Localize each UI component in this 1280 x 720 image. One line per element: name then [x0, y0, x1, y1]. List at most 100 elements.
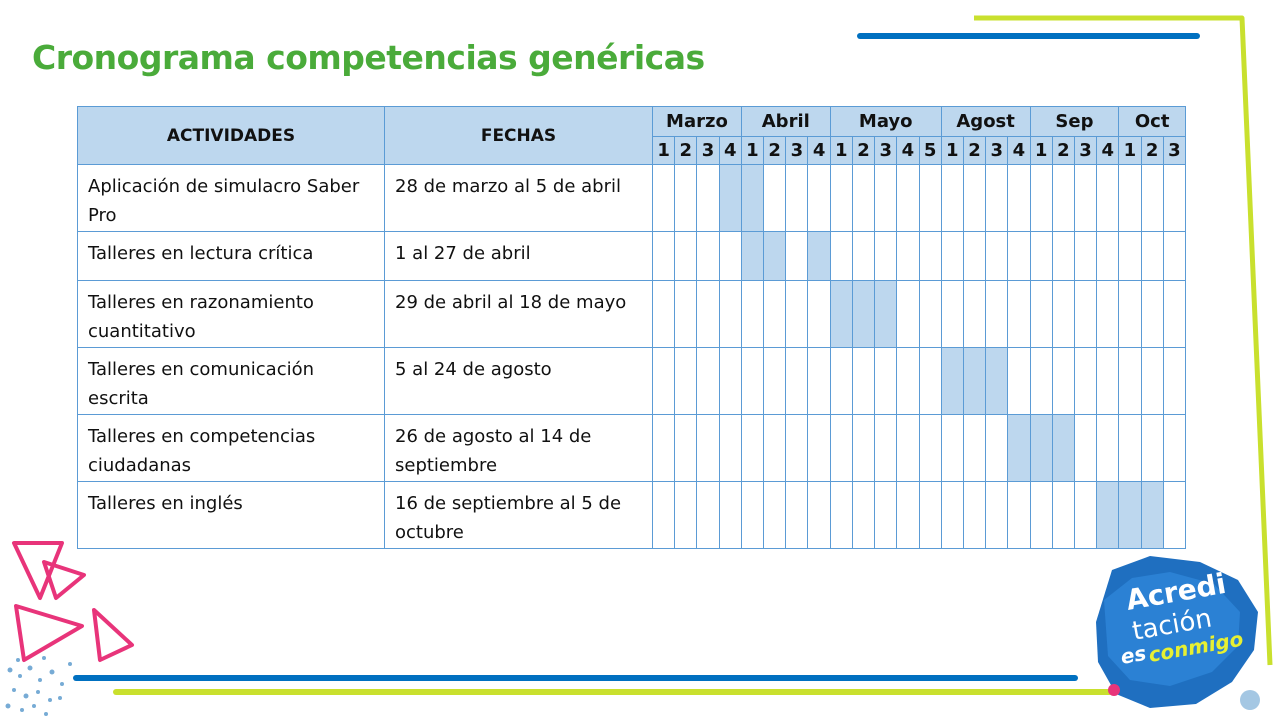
gantt-cell: [674, 231, 698, 281]
gantt-cell: [918, 414, 942, 482]
gantt-cell: [1029, 347, 1053, 415]
gantt-cell: [763, 481, 787, 549]
gantt-cell: [896, 481, 920, 549]
gantt-cell: [1096, 164, 1120, 232]
week-header: 3: [696, 136, 720, 165]
gantt-cell: [829, 231, 853, 281]
gantt-cell-active: [851, 280, 876, 348]
gantt-cell: [896, 164, 920, 232]
gantt-cell: [1051, 481, 1075, 549]
gantt-cell-active: [1051, 414, 1075, 482]
gantt-cell-active: [740, 231, 765, 281]
gantt-cell: [1073, 347, 1098, 415]
gantt-cell: [696, 280, 720, 348]
gantt-cell: [1140, 414, 1164, 482]
week-header: 2: [1140, 136, 1164, 165]
gantt-cell: [874, 414, 898, 482]
gantt-cell: [1007, 164, 1031, 232]
gantt-cell: [718, 231, 742, 281]
table-row: Aplicación de simulacro Saber Pro 28 de m…: [77, 164, 1186, 232]
activity-cell: Talleres en inglés: [77, 481, 385, 549]
gantt-cell: [1162, 231, 1186, 281]
gantt-cell: [696, 414, 720, 482]
gantt-cell: [1007, 347, 1031, 415]
activity-cell: Talleres en comunicación escrita: [77, 347, 385, 415]
gantt-cell: [1162, 481, 1186, 549]
gantt-cell: [763, 414, 787, 482]
page-title: Cronograma competencias genéricas: [32, 38, 705, 77]
gantt-cell-active: [807, 231, 831, 281]
gantt-cell: [1140, 231, 1164, 281]
gantt-cell: [1118, 164, 1142, 232]
week-header: 1: [651, 136, 676, 165]
schedule-table: ACTIVIDADES FECHAS Marzo Abril Mayo Agost Se…: [77, 106, 1186, 549]
gantt-cell: [985, 164, 1009, 232]
activity-cell: Aplicación de simulacro Saber Pro: [77, 164, 385, 232]
week-header: 3: [985, 136, 1009, 165]
gantt-cell: [696, 481, 720, 549]
gantt-cell: [718, 347, 742, 415]
gantt-cell: [1029, 164, 1053, 232]
gantt-cell: [696, 164, 720, 232]
gantt-cell: [918, 481, 942, 549]
gantt-cell: [807, 414, 831, 482]
gantt-cell: [1118, 231, 1142, 281]
gantt-cell-active: [1118, 481, 1142, 549]
gantt-cell: [1029, 231, 1053, 281]
gantt-cell: [874, 481, 898, 549]
gantt-cell-active: [718, 164, 742, 232]
table-row: Talleres en lectura crítica 1 al 27 de ab…: [77, 231, 1186, 281]
month-header: Mayo: [829, 106, 942, 137]
gantt-cell: [1073, 280, 1098, 348]
gantt-cell: [718, 280, 742, 348]
gantt-cell: [807, 481, 831, 549]
gantt-cell-active: [1029, 414, 1053, 482]
table-row: Talleres en inglés 16 de septiembre al 5 …: [77, 481, 1186, 549]
week-header: 2: [674, 136, 698, 165]
gantt-cell: [962, 481, 987, 549]
month-header: Agost: [940, 106, 1031, 137]
gantt-cell: [851, 414, 876, 482]
activity-cell: Talleres en lectura crítica: [77, 231, 385, 281]
month-header: Marzo: [652, 106, 742, 137]
gantt-cell: [674, 280, 698, 348]
gantt-cell: [807, 347, 831, 415]
gantt-cell: [1140, 347, 1164, 415]
gantt-cell: [874, 164, 898, 232]
gantt-cell: [785, 414, 809, 482]
gantt-cell: [651, 280, 676, 348]
gantt-cell: [1073, 414, 1098, 482]
header-dates: FECHAS: [384, 106, 653, 165]
month-header: Abril: [740, 106, 831, 137]
gantt-cell: [940, 164, 964, 232]
gantt-cell: [785, 164, 809, 232]
gantt-cell-active: [1140, 481, 1164, 549]
activity-cell: Talleres en razonamiento cuantitativo: [77, 280, 385, 348]
gantt-cell: [1073, 481, 1098, 549]
gantt-cell: [718, 481, 742, 549]
gantt-cell: [1118, 280, 1142, 348]
gantt-cell: [896, 231, 920, 281]
week-header: 2: [1051, 136, 1075, 165]
gantt-cell: [1096, 231, 1120, 281]
gantt-cell: [1051, 164, 1075, 232]
gantt-cell: [1162, 164, 1186, 232]
table-row: Talleres en razonamiento cuantitativo 29 …: [77, 280, 1186, 348]
gantt-cell: [674, 481, 698, 549]
gantt-cell: [1162, 347, 1186, 415]
gantt-cell: [1096, 280, 1120, 348]
gantt-cell: [785, 481, 809, 549]
week-header: 4: [807, 136, 831, 165]
gantt-cell: [940, 231, 964, 281]
dates-cell: 16 de septiembre al 5 de octubre: [384, 481, 653, 549]
gantt-cell-active: [829, 280, 853, 348]
gantt-cell: [1051, 280, 1075, 348]
month-header: Sep: [1029, 106, 1120, 137]
dates-cell: 26 de agosto al 14 de septiembre: [384, 414, 653, 482]
week-header: 3: [1162, 136, 1186, 165]
gantt-cell: [962, 280, 987, 348]
